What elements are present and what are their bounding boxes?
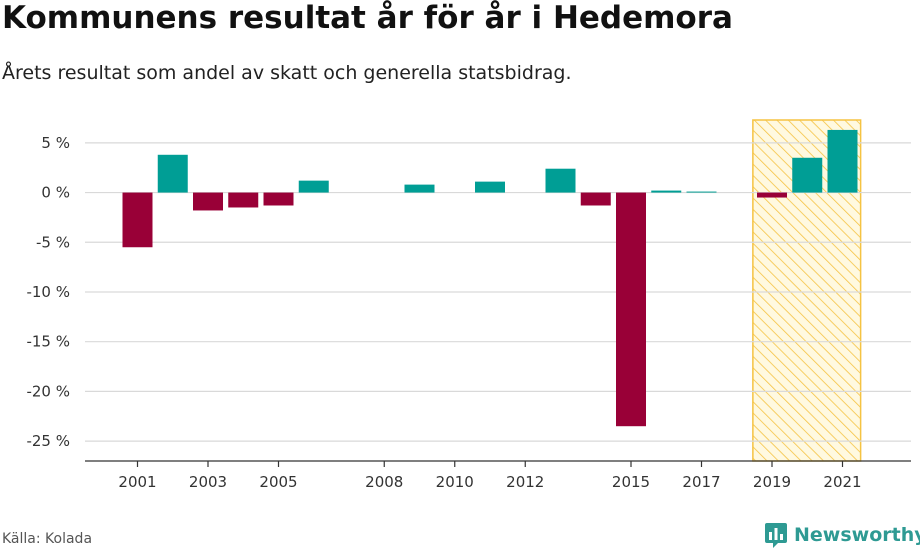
chart-title: Kommunens resultat år för år i Hedemora: [2, 0, 733, 36]
newsworthy-logo-text: Newsworthy: [794, 524, 920, 546]
x-tick-label: 2010: [436, 473, 474, 491]
bar: [298, 180, 329, 193]
y-tick-label: 5 %: [41, 134, 70, 152]
x-tick-label: 2017: [682, 473, 720, 491]
bar: [580, 192, 611, 206]
y-tick-label: -25 %: [26, 432, 70, 450]
bar: [228, 192, 259, 208]
bar: [404, 184, 435, 193]
y-tick-label: -10 %: [26, 283, 70, 301]
bar: [616, 192, 646, 427]
bar: [193, 192, 223, 211]
y-tick-label: -5 %: [36, 233, 70, 251]
y-tick-label: 0 %: [41, 184, 70, 202]
y-tick-label: -15 %: [26, 333, 70, 351]
x-tick-label: 2019: [753, 473, 791, 491]
x-tick-label: 2012: [506, 473, 544, 491]
x-tick-label: 2001: [118, 473, 156, 491]
bar: [651, 190, 682, 193]
x-tick-label: 2005: [259, 473, 297, 491]
bar: [545, 168, 576, 193]
bar: [757, 192, 787, 198]
x-tick-label: 2015: [612, 473, 650, 491]
bar: [157, 154, 188, 193]
y-tick-label: -20 %: [26, 382, 70, 400]
bar: [827, 129, 858, 193]
newsworthy-logo-icon: [765, 523, 787, 548]
source-label: Källa: Kolada: [2, 531, 93, 547]
bar: [475, 181, 505, 193]
x-tick-label: 2003: [189, 473, 227, 491]
bar: [122, 192, 153, 248]
chart-subtitle: Årets resultat som andel av skatt och ge…: [2, 62, 572, 84]
bar: [792, 157, 823, 193]
x-tick-label: 2021: [823, 473, 861, 491]
newsworthy-logo[interactable]: Newsworthy: [764, 521, 920, 549]
bar: [263, 192, 294, 206]
x-tick-label: 2008: [365, 473, 403, 491]
bar: [686, 191, 717, 193]
